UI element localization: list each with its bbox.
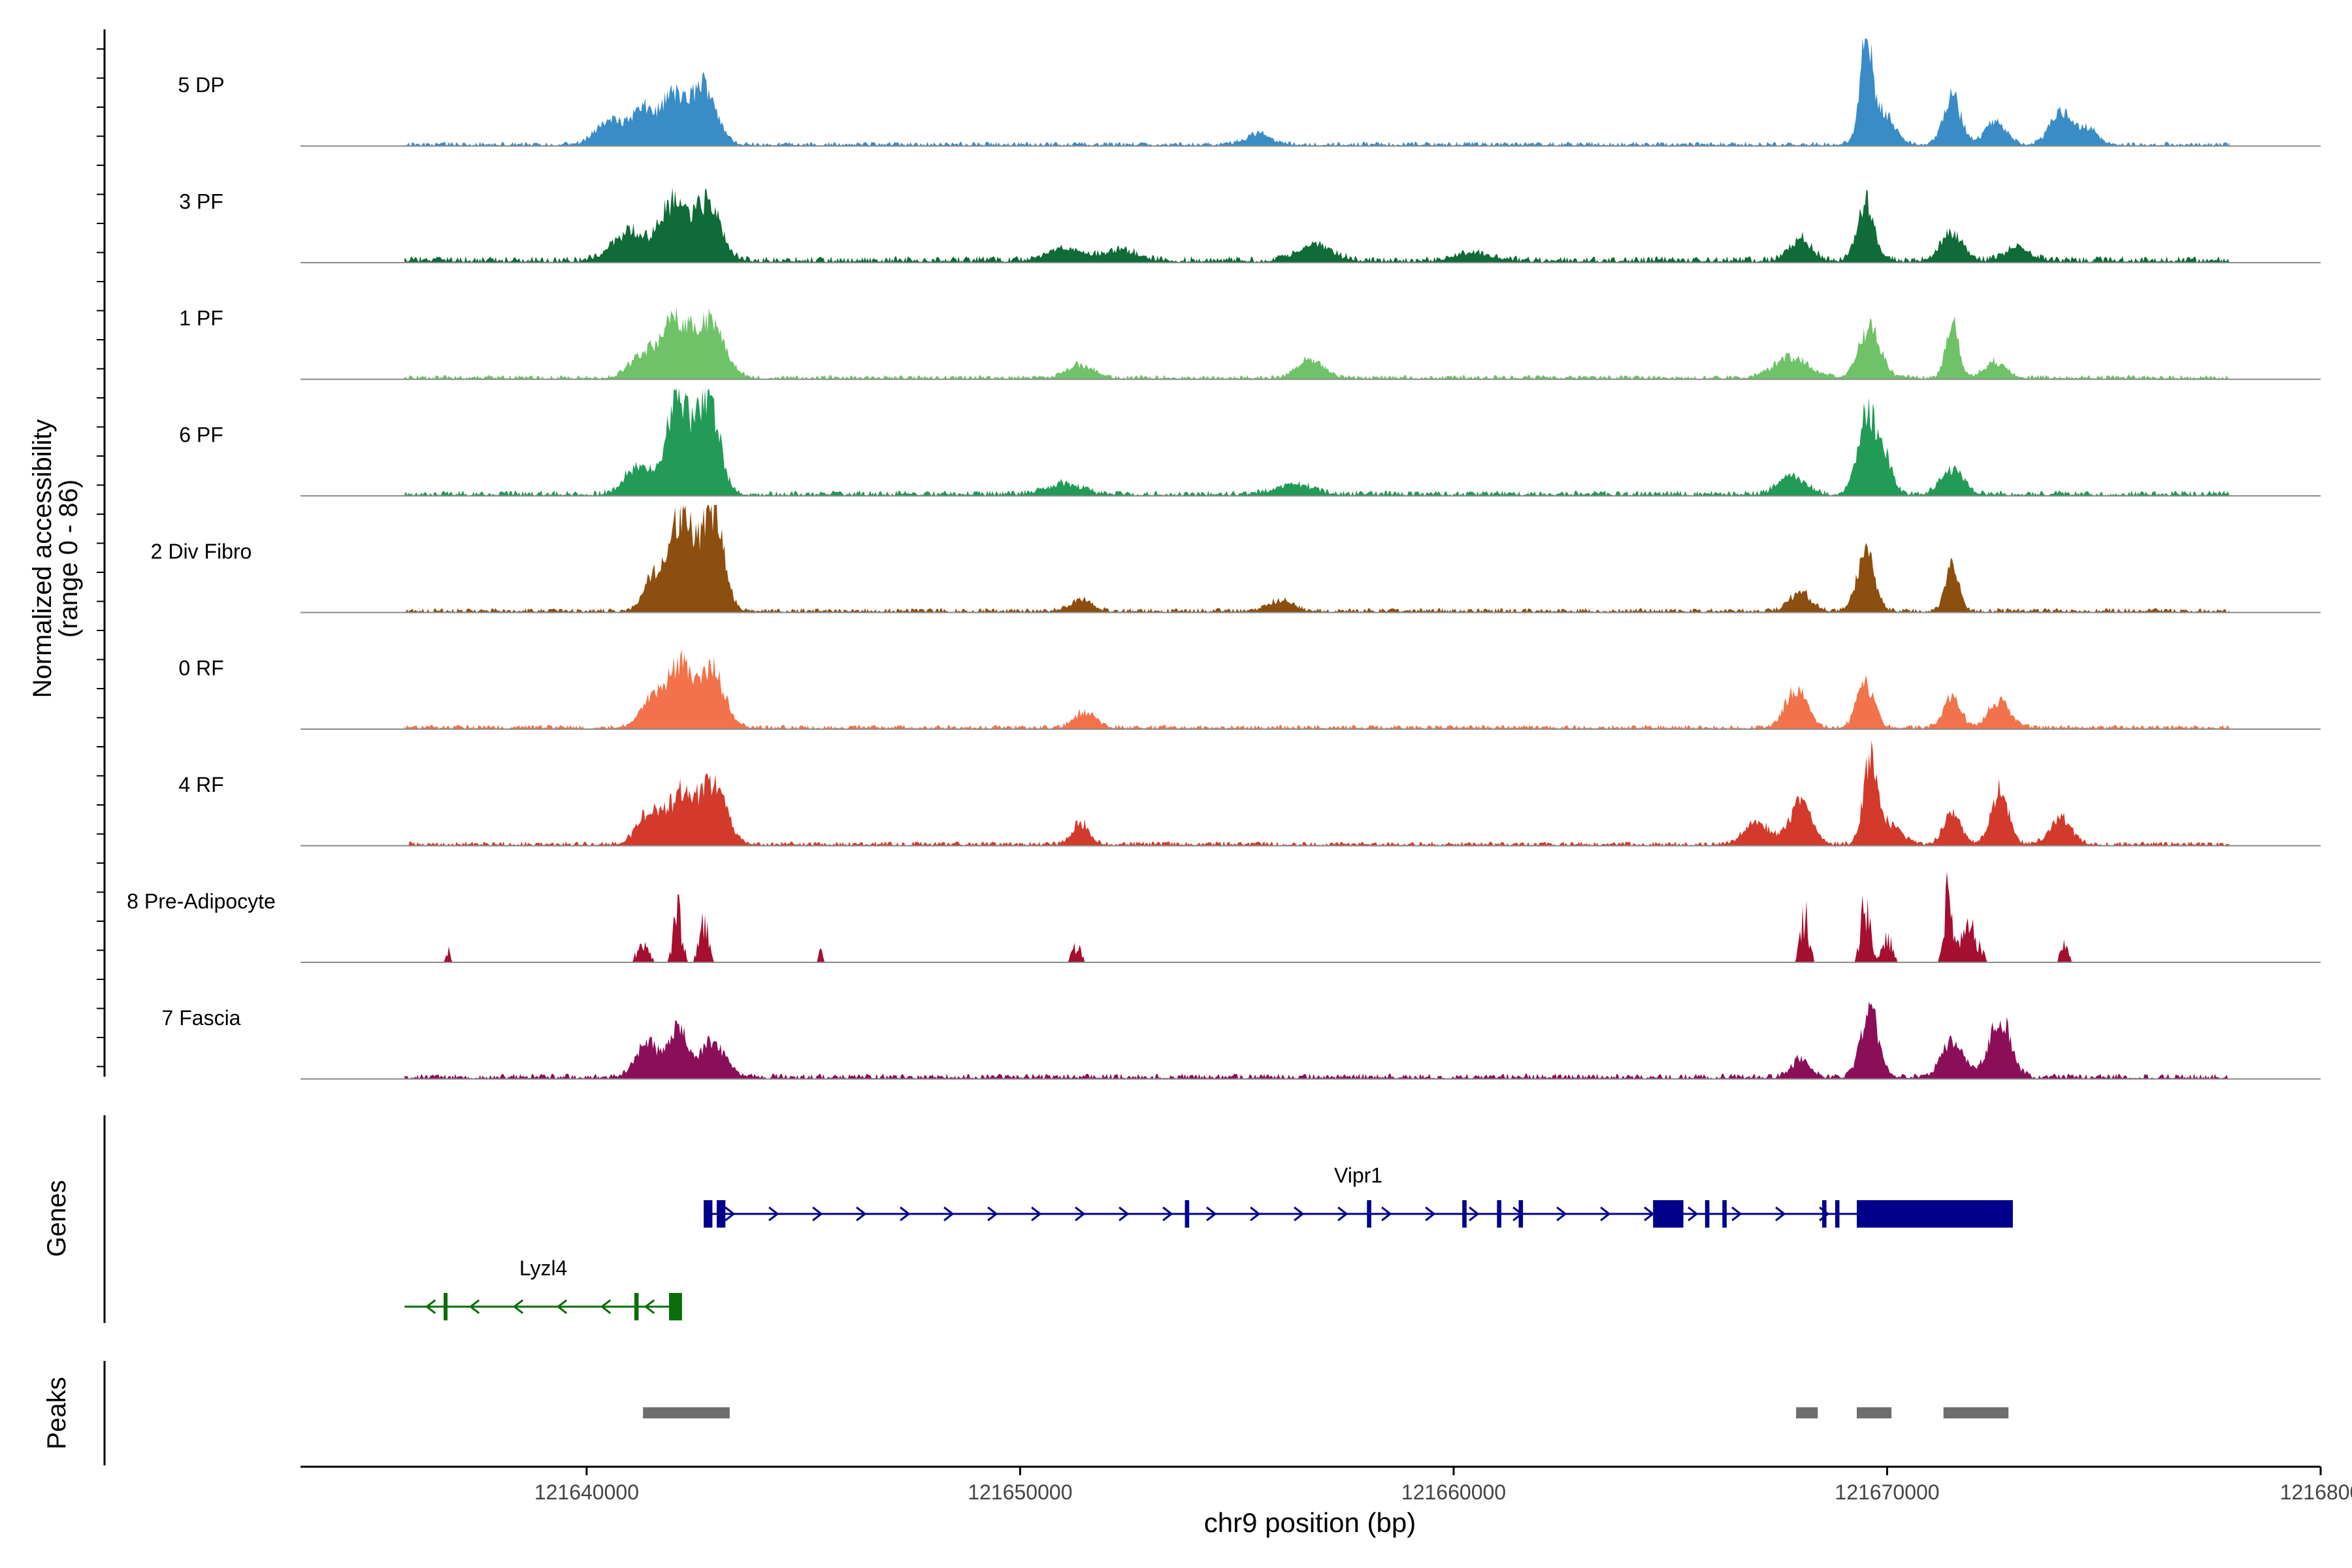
- strand-arrow: [556, 1299, 568, 1315]
- track-coverage-area: [404, 188, 2230, 263]
- gene-exon: [444, 1293, 448, 1320]
- y-axis-label: Normalized accessibility (range 0 - 86): [28, 419, 83, 698]
- strand-arrow: [987, 1206, 998, 1222]
- strand-arrow: [1775, 1206, 1786, 1222]
- gene-exon: [1653, 1200, 1684, 1228]
- track-label: 3 PF: [179, 190, 223, 214]
- strand-arrow: [1644, 1206, 1655, 1222]
- gene-exon: [634, 1293, 639, 1320]
- track-label: 2 Div Fibro: [151, 540, 252, 563]
- track-coverage-area: [404, 740, 2230, 846]
- gene-vipr1: Vipr1: [704, 1164, 2013, 1228]
- strand-arrow: [1731, 1206, 1742, 1222]
- strand-arrow: [1469, 1206, 1480, 1222]
- track-2: 3 PF: [179, 188, 2321, 263]
- peak-region: [1943, 1407, 2009, 1418]
- strand-arrow: [1250, 1206, 1261, 1222]
- x-axis-title: chr9 position (bp): [1204, 1507, 1416, 1538]
- gene-lyzl4: Lyzl4: [404, 1256, 682, 1320]
- y-axis: [97, 29, 106, 1077]
- peak-region: [1796, 1407, 1818, 1418]
- track-3: 1 PF: [179, 306, 2321, 380]
- gene-exon: [1367, 1200, 1371, 1228]
- strand-arrow: [468, 1299, 480, 1315]
- gene-exon: [1518, 1200, 1524, 1228]
- strand-arrow: [943, 1206, 955, 1222]
- peak-region: [643, 1407, 730, 1418]
- genes-panel: Genes Vipr1 Lyzl4: [42, 1115, 2013, 1323]
- gene-name-label: Vipr1: [1334, 1164, 1382, 1187]
- gene-exon: [717, 1200, 726, 1228]
- x-axis: chr9 position (bp) 121640000 121650000 121…: [301, 1465, 2352, 1538]
- gene-exon: [669, 1293, 682, 1320]
- strand-arrow: [768, 1206, 779, 1222]
- track-6: 0 RF: [178, 649, 2321, 730]
- track-1: 5 DP: [178, 39, 2321, 147]
- genes-panel-label: Genes: [42, 1180, 71, 1257]
- track-coverage-area: [404, 307, 2230, 380]
- track-label: 8 Pre-Adipocyte: [127, 890, 276, 913]
- x-tick-label: 121650000: [968, 1480, 1072, 1504]
- track-coverage-area: [404, 388, 2230, 496]
- strand-arrow: [425, 1299, 436, 1315]
- track-label: 7 Fascia: [162, 1006, 241, 1030]
- accessibility-tracks: 5 DP 3 PF 1 PF 6 PF 2 Div Fibro 0 RF 4 RF 8 Pre…: [127, 39, 2321, 1080]
- track-coverage-area: [404, 871, 2230, 962]
- y-axis-label-line1: Normalized accessibility: [28, 419, 57, 698]
- gene-exon: [1835, 1200, 1840, 1228]
- track-4: 6 PF: [179, 388, 2321, 497]
- track-coverage-area: [404, 649, 2230, 729]
- strand-arrow: [1556, 1206, 1567, 1222]
- track-5: 2 Div Fibro: [151, 505, 2321, 613]
- track-7: 4 RF: [178, 740, 2321, 847]
- track-label: 6 PF: [179, 423, 223, 447]
- strand-arrow: [512, 1299, 524, 1315]
- strand-arrow: [725, 1206, 736, 1222]
- strand-arrow: [1031, 1206, 1042, 1222]
- strand-arrow: [1162, 1206, 1173, 1222]
- track-label: 1 PF: [179, 306, 223, 330]
- strand-arrow: [1337, 1206, 1348, 1222]
- track-coverage-area: [404, 505, 2230, 613]
- x-tick-label: 121670000: [1835, 1480, 1939, 1504]
- gene-exon: [1184, 1200, 1190, 1228]
- peaks-panel: Peaks: [42, 1361, 2009, 1465]
- gene-exon: [1822, 1200, 1827, 1228]
- track-label: 5 DP: [178, 73, 224, 97]
- x-tick-label: 1216800: [2280, 1480, 2352, 1504]
- gene-exon: [1857, 1200, 2013, 1228]
- strand-arrow: [600, 1299, 612, 1315]
- strand-arrow: [1075, 1206, 1086, 1222]
- strand-arrow: [1119, 1206, 1130, 1222]
- track-coverage-area: [404, 1002, 2230, 1079]
- strand-arrow: [812, 1206, 823, 1222]
- gene-exon: [1722, 1200, 1727, 1228]
- peak-region: [1857, 1407, 1892, 1418]
- strand-arrow: [900, 1206, 911, 1222]
- x-tick-label: 121660000: [1401, 1480, 1506, 1504]
- gene-exon: [1497, 1200, 1501, 1228]
- gene-exon: [704, 1200, 713, 1228]
- gene-exon: [1705, 1200, 1710, 1228]
- track-label: 4 RF: [178, 773, 223, 796]
- strand-arrow: [1206, 1206, 1217, 1222]
- gene-exon: [1462, 1200, 1467, 1228]
- y-axis-label-line2: (range 0 - 86): [54, 480, 83, 638]
- peaks-panel-label: Peaks: [42, 1377, 71, 1449]
- strand-arrow: [1688, 1206, 1699, 1222]
- strand-arrow: [1600, 1206, 1611, 1222]
- strand-arrow: [1381, 1206, 1392, 1222]
- strand-arrow: [1425, 1206, 1436, 1222]
- track-label: 0 RF: [178, 657, 223, 680]
- track-8: 8 Pre-Adipocyte: [127, 871, 2321, 963]
- strand-arrow: [856, 1206, 867, 1222]
- strand-arrow: [644, 1299, 655, 1315]
- track-coverage-area: [404, 39, 2230, 146]
- gene-name-label: Lyzl4: [519, 1256, 568, 1280]
- strand-arrow: [1294, 1206, 1305, 1222]
- x-tick-label: 121640000: [534, 1480, 639, 1504]
- track-9: 7 Fascia: [162, 1002, 2321, 1080]
